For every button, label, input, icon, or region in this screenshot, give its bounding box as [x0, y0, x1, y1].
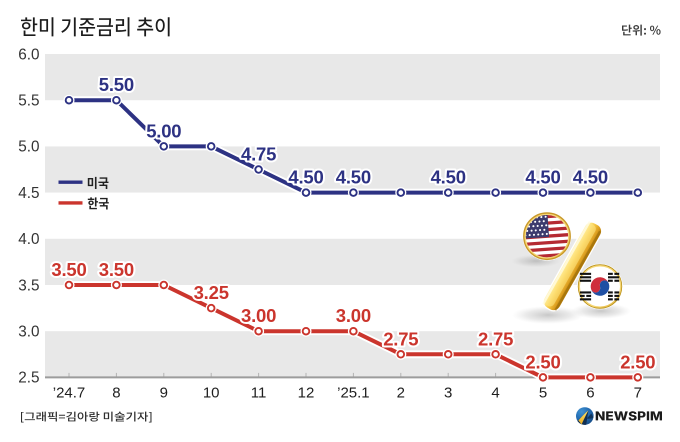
svg-text:11: 11	[251, 385, 267, 402]
svg-text:4: 4	[491, 385, 499, 402]
svg-text:3.0: 3.0	[18, 324, 39, 341]
svg-text:7: 7	[634, 385, 642, 402]
svg-text:4.0: 4.0	[18, 231, 39, 248]
svg-text:4.50: 4.50	[525, 167, 560, 188]
svg-text:3.50: 3.50	[51, 259, 86, 280]
svg-text:12: 12	[298, 385, 315, 402]
svg-text:3.50: 3.50	[99, 259, 134, 280]
svg-text:3: 3	[444, 385, 452, 402]
svg-text:4.50: 4.50	[288, 167, 323, 188]
svg-text:’24.7: ’24.7	[53, 385, 86, 402]
svg-text:6: 6	[586, 385, 594, 402]
svg-text:4.50: 4.50	[336, 167, 371, 188]
svg-text:5.50: 5.50	[99, 74, 134, 95]
svg-text:9: 9	[160, 385, 168, 402]
svg-text:2.50: 2.50	[525, 351, 560, 372]
svg-text:4.5: 4.5	[18, 185, 39, 202]
svg-text:3.00: 3.00	[336, 305, 371, 326]
svg-text:2.50: 2.50	[620, 351, 655, 372]
svg-text:2.75: 2.75	[478, 328, 513, 349]
svg-text:2.5: 2.5	[18, 370, 39, 387]
svg-text:5.0: 5.0	[18, 139, 39, 156]
svg-text:’25.1: ’25.1	[337, 385, 370, 402]
svg-text:2: 2	[397, 385, 405, 402]
svg-text:3.5: 3.5	[18, 277, 39, 294]
svg-text:3.00: 3.00	[241, 305, 276, 326]
svg-text:5.5: 5.5	[18, 93, 39, 110]
svg-text:6.0: 6.0	[18, 46, 39, 63]
svg-text:3.25: 3.25	[194, 282, 229, 303]
svg-text:4.50: 4.50	[573, 167, 608, 188]
svg-text:5: 5	[539, 385, 547, 402]
svg-text:10: 10	[203, 385, 220, 402]
svg-text:5.00: 5.00	[146, 120, 181, 141]
svg-text:4.50: 4.50	[431, 167, 466, 188]
svg-text:4.75: 4.75	[241, 144, 276, 165]
svg-text:2.75: 2.75	[383, 328, 418, 349]
svg-text:8: 8	[112, 385, 120, 402]
